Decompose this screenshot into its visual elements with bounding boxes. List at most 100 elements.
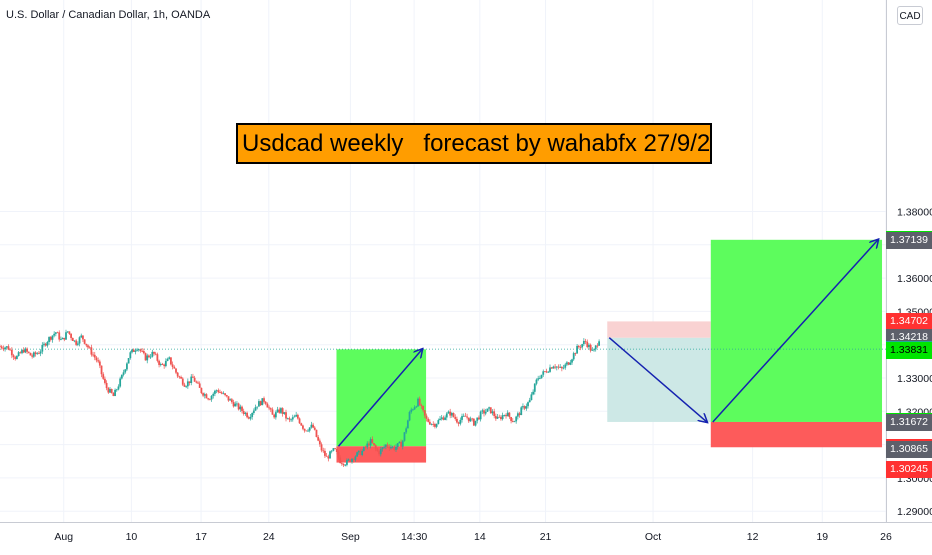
candle-body bbox=[207, 398, 210, 400]
candle-body bbox=[80, 335, 83, 338]
candle-body bbox=[481, 410, 484, 412]
candle-body bbox=[126, 363, 128, 370]
candle-body bbox=[19, 352, 22, 354]
time-tick-label: 14:30 bbox=[401, 531, 427, 543]
candle-body bbox=[593, 349, 595, 351]
candle-body bbox=[496, 416, 499, 419]
candle-body bbox=[154, 353, 157, 355]
candle-body bbox=[290, 419, 292, 421]
candle-body bbox=[234, 403, 237, 407]
candle-body bbox=[376, 448, 379, 452]
candle-body bbox=[276, 409, 279, 413]
candle-body bbox=[510, 417, 512, 421]
candle-body bbox=[467, 417, 470, 422]
forecast-banner: Usdcad weekly forecast by wahabfx 27/9/2… bbox=[236, 123, 712, 164]
time-tick-label: 19 bbox=[816, 531, 828, 543]
candle-body bbox=[576, 345, 578, 354]
candle-body bbox=[533, 383, 536, 392]
position-loss-zone bbox=[607, 321, 711, 338]
candle-body bbox=[562, 367, 565, 369]
candle-body bbox=[225, 395, 228, 397]
candle-body bbox=[278, 409, 281, 413]
candle-body bbox=[503, 414, 506, 416]
price-tag-target: 1.33831 bbox=[886, 341, 932, 359]
candle-body bbox=[542, 371, 545, 375]
candle-body bbox=[522, 406, 524, 408]
candle-body bbox=[295, 414, 298, 417]
candle-body bbox=[4, 347, 6, 350]
currency-button[interactable]: CAD bbox=[897, 6, 923, 25]
candle-body bbox=[249, 416, 252, 419]
candle-body bbox=[32, 352, 35, 357]
candle-body bbox=[528, 400, 531, 403]
candle-body bbox=[107, 388, 110, 393]
candle-body bbox=[373, 443, 375, 446]
candle-body bbox=[374, 445, 377, 449]
candle-body bbox=[532, 391, 534, 395]
candle-body bbox=[415, 406, 418, 408]
candle-body bbox=[203, 394, 206, 396]
candle-body bbox=[132, 349, 135, 352]
candle-body bbox=[520, 407, 523, 416]
candle-body bbox=[131, 349, 133, 353]
candle-body bbox=[384, 444, 387, 447]
candle-body bbox=[43, 343, 45, 345]
candle-body bbox=[261, 398, 264, 406]
forecast-arrow bbox=[337, 349, 422, 447]
candle-body bbox=[268, 407, 270, 409]
candle-body bbox=[104, 378, 106, 383]
candle-body bbox=[168, 357, 171, 359]
candle-body bbox=[398, 441, 401, 444]
candle-body bbox=[400, 441, 402, 447]
candle-body bbox=[85, 343, 88, 346]
candle-body bbox=[159, 364, 162, 365]
candle-body bbox=[530, 394, 533, 401]
candle-body bbox=[362, 446, 365, 451]
candle-body bbox=[44, 343, 47, 346]
candle-body bbox=[46, 341, 49, 346]
candle-body bbox=[501, 415, 504, 420]
candle-body bbox=[351, 458, 353, 462]
candle-body bbox=[442, 417, 445, 420]
candle-body bbox=[239, 406, 242, 410]
candle-body bbox=[214, 390, 216, 394]
candle-body bbox=[596, 345, 599, 347]
candle-body bbox=[88, 347, 91, 349]
candle-body bbox=[488, 407, 490, 409]
candle-body bbox=[582, 340, 585, 345]
candle-body bbox=[210, 395, 213, 400]
candle-body bbox=[347, 459, 350, 461]
candle-body bbox=[383, 446, 386, 448]
candle-body bbox=[229, 399, 232, 401]
candle-body bbox=[569, 362, 572, 365]
candle-body bbox=[256, 406, 259, 408]
price-axis-bg[interactable] bbox=[886, 0, 932, 550]
candle-body bbox=[285, 412, 287, 419]
candle-body bbox=[5, 346, 8, 348]
candle-body bbox=[579, 346, 582, 348]
candle-body bbox=[349, 459, 352, 462]
candle-body bbox=[432, 423, 435, 425]
time-axis-bg[interactable] bbox=[0, 522, 886, 550]
candle-body bbox=[378, 451, 380, 455]
candle-body bbox=[403, 432, 406, 441]
candle-body bbox=[65, 332, 67, 340]
candle-body bbox=[434, 424, 436, 427]
candle-body bbox=[31, 355, 34, 357]
candle-body bbox=[122, 372, 125, 375]
candle-body bbox=[202, 393, 204, 396]
candle-body bbox=[462, 415, 465, 417]
candle-body bbox=[109, 389, 111, 393]
position-loss-zone bbox=[336, 446, 427, 463]
candle-body bbox=[58, 332, 61, 340]
position-profit-zone bbox=[336, 349, 427, 447]
candle-body bbox=[440, 417, 443, 419]
candle-body bbox=[171, 364, 174, 367]
candle-body bbox=[71, 337, 74, 341]
candle-body bbox=[393, 446, 396, 450]
candle-body bbox=[478, 417, 480, 420]
candle-body bbox=[120, 374, 123, 379]
candle-body bbox=[540, 374, 543, 379]
